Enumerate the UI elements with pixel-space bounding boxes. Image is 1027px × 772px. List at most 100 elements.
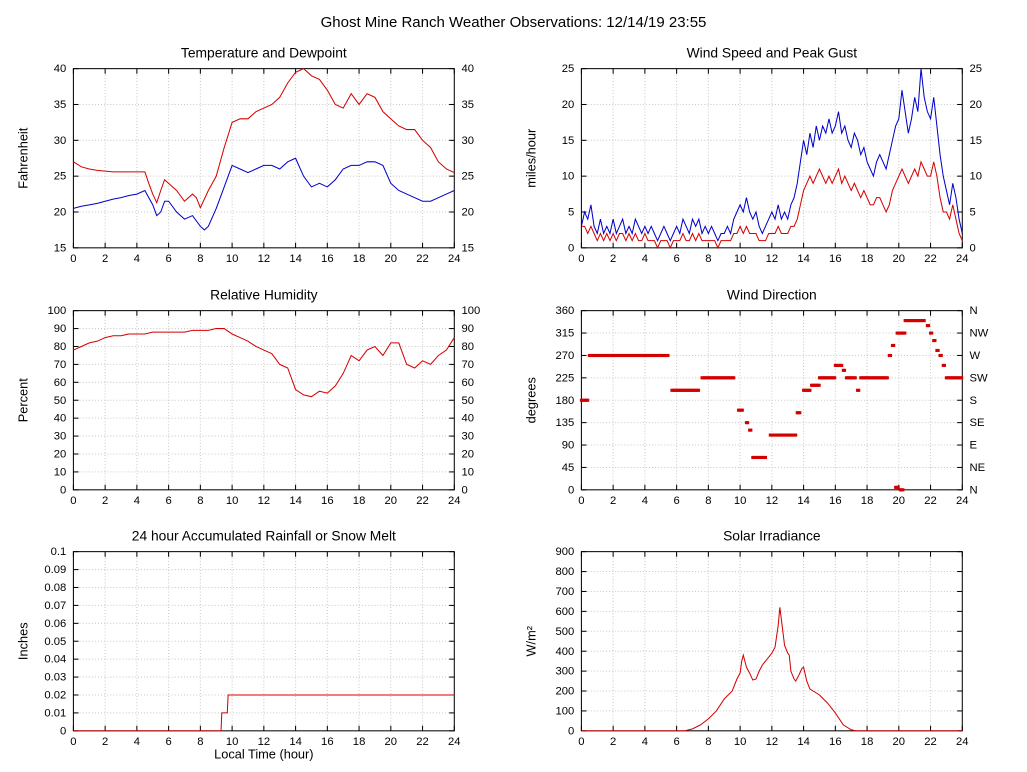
svg-text:20: 20: [54, 207, 67, 219]
svg-text:0: 0: [567, 484, 573, 496]
svg-text:N: N: [969, 305, 977, 317]
svg-text:15: 15: [969, 135, 982, 147]
svg-text:20: 20: [561, 99, 574, 111]
svg-text:20: 20: [969, 99, 982, 111]
svg-text:25: 25: [561, 63, 574, 75]
svg-text:Wind Speed and Peak Gust: Wind Speed and Peak Gust: [686, 44, 857, 60]
svg-text:100: 100: [555, 706, 574, 718]
svg-text:4: 4: [641, 253, 647, 265]
svg-text:24: 24: [956, 253, 969, 265]
svg-text:20: 20: [385, 495, 398, 507]
svg-text:22: 22: [924, 253, 937, 265]
svg-text:180: 180: [555, 394, 574, 406]
panel-wind-direction: 0 2 4 6 8 10 12 14 16 18 20 22 24 0 N 45 NE 90 E 135 SE 180 S 2…: [522, 283, 1014, 521]
svg-text:24: 24: [448, 495, 461, 507]
svg-text:270: 270: [555, 350, 574, 362]
svg-text:5: 5: [567, 207, 573, 219]
svg-text:4: 4: [134, 253, 140, 265]
svg-text:0: 0: [578, 495, 584, 507]
svg-text:miles/hour: miles/hour: [523, 128, 538, 188]
svg-text:0: 0: [70, 253, 76, 265]
svg-text:4: 4: [134, 736, 140, 748]
svg-text:135: 135: [555, 417, 574, 429]
svg-text:14: 14: [289, 736, 302, 748]
svg-text:N: N: [969, 484, 977, 496]
svg-text:8: 8: [705, 253, 711, 265]
svg-text:30: 30: [461, 135, 474, 147]
svg-text:0: 0: [578, 253, 584, 265]
svg-text:8: 8: [197, 253, 203, 265]
svg-text:100: 100: [461, 305, 480, 317]
svg-text:0: 0: [567, 242, 573, 254]
svg-text:90: 90: [561, 439, 574, 451]
svg-text:10: 10: [226, 253, 239, 265]
svg-text:35: 35: [461, 99, 474, 111]
svg-text:Solar Irradiance: Solar Irradiance: [723, 527, 821, 543]
svg-text:Temperature and Dewpoint: Temperature and Dewpoint: [181, 44, 347, 60]
svg-text:20: 20: [54, 448, 67, 460]
svg-text:10: 10: [561, 171, 574, 183]
svg-text:0.05: 0.05: [44, 636, 66, 648]
svg-text:6: 6: [165, 736, 171, 748]
svg-text:15: 15: [561, 135, 574, 147]
svg-text:6: 6: [165, 253, 171, 265]
svg-text:2: 2: [610, 736, 616, 748]
svg-text:Local Time (hour): Local Time (hour): [214, 747, 313, 762]
svg-text:300: 300: [555, 666, 574, 678]
svg-text:25: 25: [969, 63, 982, 75]
svg-text:14: 14: [797, 736, 810, 748]
svg-text:SW: SW: [969, 372, 988, 384]
svg-text:12: 12: [765, 736, 778, 748]
svg-text:12: 12: [258, 736, 271, 748]
svg-text:0.09: 0.09: [44, 564, 66, 576]
svg-text:16: 16: [321, 495, 334, 507]
svg-text:W/m²: W/m²: [523, 625, 538, 656]
svg-text:Inches: Inches: [15, 622, 30, 660]
chart-solar-irradiance: 0 2 4 6 8 10 12 14 16 18 20 22 240100200300400500600…: [523, 527, 968, 748]
svg-text:4: 4: [641, 495, 647, 507]
svg-text:20: 20: [461, 207, 474, 219]
svg-text:10: 10: [461, 466, 474, 478]
svg-text:0.04: 0.04: [44, 654, 66, 666]
svg-text:Relative Humidity: Relative Humidity: [210, 286, 318, 302]
svg-text:18: 18: [353, 736, 366, 748]
svg-text:2: 2: [610, 495, 616, 507]
svg-text:6: 6: [673, 253, 679, 265]
svg-text:14: 14: [289, 253, 302, 265]
svg-text:0.01: 0.01: [44, 708, 66, 720]
svg-text:600: 600: [555, 606, 574, 618]
svg-text:2: 2: [102, 253, 108, 265]
svg-text:315: 315: [555, 327, 574, 339]
svg-text:20: 20: [385, 253, 398, 265]
svg-text:E: E: [969, 439, 977, 451]
svg-text:70: 70: [54, 359, 67, 371]
svg-text:15: 15: [461, 242, 474, 254]
svg-text:80: 80: [54, 341, 67, 353]
svg-text:18: 18: [353, 253, 366, 265]
svg-text:16: 16: [829, 736, 842, 748]
svg-text:22: 22: [416, 253, 429, 265]
svg-text:20: 20: [892, 495, 905, 507]
svg-text:0: 0: [461, 484, 467, 496]
svg-text:degrees: degrees: [523, 377, 538, 423]
svg-text:8: 8: [197, 736, 203, 748]
svg-text:Wind Direction: Wind Direction: [726, 286, 816, 302]
svg-text:22: 22: [924, 495, 937, 507]
svg-text:20: 20: [461, 448, 474, 460]
svg-text:500: 500: [555, 626, 574, 638]
svg-text:5: 5: [969, 207, 975, 219]
svg-text:Percent: Percent: [15, 377, 30, 421]
svg-text:50: 50: [461, 394, 474, 406]
svg-text:18: 18: [860, 495, 873, 507]
svg-text:18: 18: [353, 495, 366, 507]
panel-solar-irradiance: 0 2 4 6 8 10 12 14 16 18 20 22 24 0 100 200 300 400 500 600…: [522, 524, 1014, 762]
page-title: Ghost Mine Ranch Weather Observations: 1…: [320, 14, 707, 31]
svg-text:12: 12: [258, 495, 271, 507]
svg-text:40: 40: [54, 63, 67, 75]
svg-text:6: 6: [165, 495, 171, 507]
svg-text:12: 12: [258, 253, 271, 265]
